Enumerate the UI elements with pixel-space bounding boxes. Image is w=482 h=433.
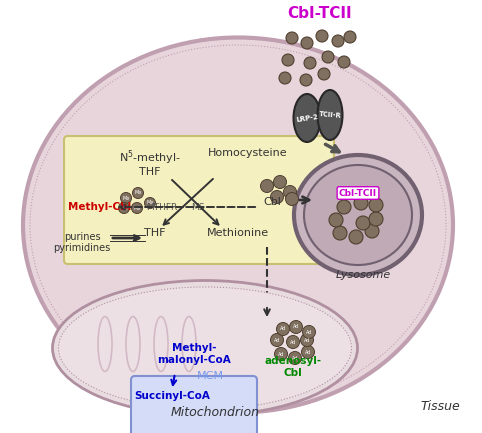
Circle shape	[119, 203, 130, 213]
Circle shape	[369, 212, 383, 226]
Text: THF: THF	[144, 228, 166, 238]
Text: Methionine: Methionine	[207, 228, 269, 238]
Text: Me: Me	[134, 206, 141, 210]
Text: Succinyl-CoA: Succinyl-CoA	[134, 391, 210, 401]
Circle shape	[318, 68, 330, 80]
Text: Me: Me	[122, 196, 130, 200]
Text: Ad: Ad	[293, 324, 299, 330]
Text: Methyl-Cbl: Methyl-Cbl	[68, 202, 132, 212]
Text: Cbl: Cbl	[263, 197, 281, 207]
Text: N$^5$-methyl-: N$^5$-methyl-	[119, 149, 181, 167]
Text: Ad: Ad	[280, 326, 286, 332]
Ellipse shape	[304, 165, 412, 265]
Circle shape	[322, 51, 334, 63]
Ellipse shape	[294, 94, 321, 142]
Circle shape	[283, 185, 296, 198]
Circle shape	[303, 326, 316, 339]
Circle shape	[344, 31, 356, 43]
Circle shape	[286, 32, 298, 44]
Text: Homocysteine: Homocysteine	[208, 148, 288, 158]
Ellipse shape	[53, 281, 358, 416]
Circle shape	[260, 180, 273, 193]
Ellipse shape	[318, 90, 343, 140]
Circle shape	[270, 191, 283, 204]
Circle shape	[145, 197, 156, 209]
Text: purines: purines	[64, 232, 100, 242]
Circle shape	[304, 57, 316, 69]
Circle shape	[369, 198, 383, 212]
Text: Ad: Ad	[306, 330, 312, 335]
Circle shape	[301, 37, 313, 49]
Text: Tissue: Tissue	[420, 400, 460, 413]
Circle shape	[120, 193, 132, 204]
Circle shape	[300, 333, 313, 346]
Circle shape	[337, 200, 351, 214]
Circle shape	[286, 336, 299, 349]
Circle shape	[273, 175, 286, 188]
Circle shape	[277, 323, 290, 336]
Text: Me: Me	[120, 206, 128, 210]
Circle shape	[290, 320, 303, 333]
Circle shape	[275, 348, 287, 361]
Text: THF: THF	[139, 167, 161, 177]
Text: CbI-TCII: CbI-TCII	[288, 6, 352, 22]
Circle shape	[333, 226, 347, 240]
Text: Ad: Ad	[290, 339, 296, 345]
Circle shape	[282, 54, 294, 66]
Circle shape	[329, 213, 343, 227]
Ellipse shape	[58, 287, 351, 409]
Circle shape	[332, 35, 344, 47]
Circle shape	[349, 230, 363, 244]
Text: Ad: Ad	[274, 337, 280, 343]
Circle shape	[279, 72, 291, 84]
FancyBboxPatch shape	[64, 136, 334, 264]
Text: Ad: Ad	[292, 355, 298, 361]
Text: Lysosome: Lysosome	[335, 270, 390, 280]
Text: adenosyl-
Cbl: adenosyl- Cbl	[265, 356, 321, 378]
Circle shape	[300, 74, 312, 86]
Text: Ad: Ad	[304, 337, 310, 343]
Text: TCII-R: TCII-R	[319, 111, 341, 119]
Text: Ad: Ad	[278, 352, 284, 356]
Text: pyrimidines: pyrimidines	[54, 243, 111, 253]
Circle shape	[365, 224, 379, 238]
Circle shape	[133, 187, 144, 198]
Text: MCM: MCM	[197, 371, 224, 381]
Circle shape	[270, 333, 283, 346]
Circle shape	[285, 193, 298, 206]
Circle shape	[289, 352, 302, 365]
Text: Me: Me	[147, 200, 154, 206]
Text: MS: MS	[191, 203, 205, 211]
Text: LRP-2: LRP-2	[295, 113, 319, 123]
Text: Me: Me	[134, 191, 142, 196]
Circle shape	[302, 346, 314, 359]
Text: MTHFR: MTHFR	[147, 203, 178, 211]
Circle shape	[338, 56, 350, 68]
Text: Cbl-TCII: Cbl-TCII	[339, 188, 377, 197]
Circle shape	[356, 216, 370, 230]
FancyBboxPatch shape	[131, 376, 257, 433]
Text: Methyl-
malonyl-CoA: Methyl- malonyl-CoA	[157, 343, 231, 365]
Ellipse shape	[23, 38, 453, 413]
Text: Mitochondrion: Mitochondrion	[171, 405, 259, 419]
Circle shape	[316, 30, 328, 42]
Text: Ad: Ad	[305, 349, 311, 355]
Circle shape	[132, 203, 143, 213]
Circle shape	[354, 196, 368, 210]
Ellipse shape	[294, 155, 422, 275]
